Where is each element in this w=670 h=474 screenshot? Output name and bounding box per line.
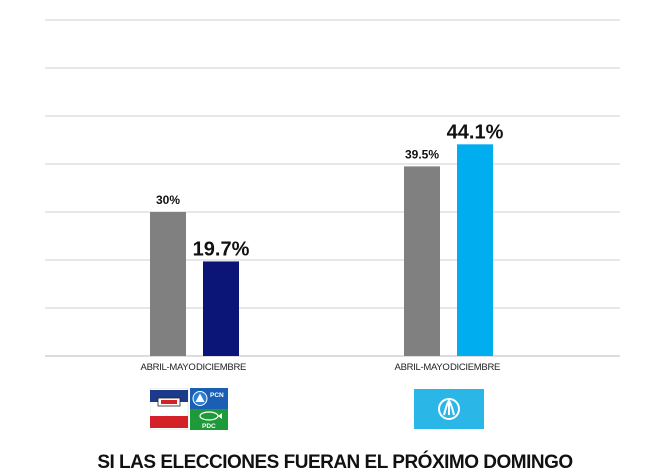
grid-lines: [45, 19, 620, 357]
value-label: 39.5%: [405, 147, 439, 161]
arena-logo-icon: [150, 388, 189, 430]
pdc-logo-icon: PDC: [190, 409, 228, 430]
nuevas-ideas-logo-icon: [414, 389, 484, 429]
bar-abril-mayo: [150, 212, 186, 356]
pdc-logo-text: PDC: [202, 423, 216, 430]
bar-diciembre: [203, 261, 239, 356]
category-label: DICIEMBRE: [450, 362, 500, 373]
pcn-logo-text: PCN: [210, 392, 224, 399]
category-label: DICIEMBRE: [196, 362, 246, 373]
category-labels: ABRIL-MAYO DICIEMBRE ABRIL-MAYO DICIEMBRE: [141, 362, 501, 373]
bar-diciembre: [457, 144, 493, 356]
value-label: 30%: [156, 193, 180, 207]
value-label: 19.7%: [193, 238, 250, 260]
value-label: 44.1%: [447, 121, 504, 143]
footer-title: SI LAS ELECCIONES FUERAN EL PRÓXIMO DOMI…: [97, 452, 573, 473]
category-label: ABRIL-MAYO: [141, 362, 196, 373]
pcn-logo-icon: PCN: [190, 388, 228, 409]
bars: [150, 144, 493, 356]
bar-abril-mayo: [404, 166, 440, 356]
party-coalition-logos-icon: PCN PDC: [150, 388, 228, 430]
value-labels: 30% 19.7% 39.5% 44.1%: [156, 121, 504, 260]
category-label: ABRIL-MAYO: [395, 362, 450, 373]
